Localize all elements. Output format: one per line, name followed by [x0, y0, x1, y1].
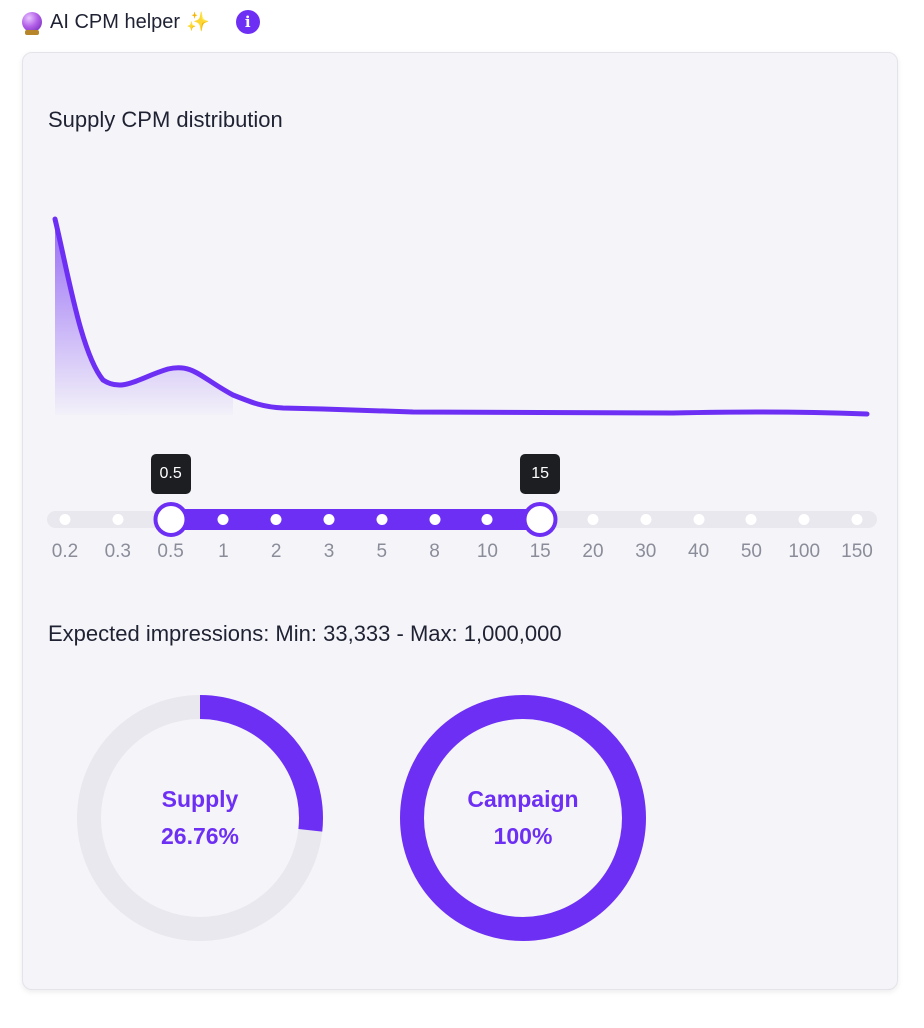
header: AI CPM helper ✨ i	[22, 8, 260, 36]
campaign-percent: 100%	[493, 823, 553, 849]
slider-step-dot[interactable]	[429, 514, 441, 525]
supply-donut-ring	[77, 695, 323, 941]
slider-step-dot[interactable]	[587, 514, 599, 525]
slider-tick-label: 30	[635, 541, 657, 562]
slider-tick-label: 0.3	[104, 541, 132, 562]
slider-step-dot[interactable]	[745, 514, 757, 525]
expected-impressions: Expected impressions: Min: 33,333 - Max:…	[48, 621, 562, 646]
info-icon[interactable]: i	[235, 10, 260, 34]
slider-step-dot[interactable]	[693, 514, 705, 525]
distribution-line	[52, 216, 870, 417]
slider-tick-label: 20	[582, 541, 604, 562]
slider-tick-label: 150	[841, 541, 873, 562]
distribution-title: Supply CPM distribution	[48, 107, 283, 132]
app-title: AI CPM helper	[50, 10, 181, 33]
supply-name: Supply	[161, 786, 239, 812]
supply-percent: 26.76%	[160, 823, 239, 849]
slider-step-dot[interactable]	[217, 514, 229, 525]
slider-tick-label: 40	[688, 541, 710, 562]
slider-step-dot[interactable]	[481, 514, 493, 525]
slider-tick-label: 0.2	[51, 541, 79, 562]
max-cpm-tooltip: 15	[520, 454, 561, 494]
slider-tick-label: 15	[529, 541, 551, 562]
slider-tick-label: 0.5	[157, 541, 184, 562]
max-cpm-handle[interactable]	[522, 502, 558, 537]
slider-tick-label: 8	[429, 541, 440, 562]
slider-tick-label: 10	[476, 541, 498, 562]
campaign-donut-label: Campaign 100%	[398, 693, 648, 943]
slider-step-dot[interactable]	[640, 514, 652, 525]
distribution-chart	[52, 216, 870, 417]
cpm-helper-card: Supply CPM distribution 0.2 0.3 0.5 1 2 3 5 8 10…	[22, 52, 898, 990]
supply-donut-label: Supply 26.76%	[75, 693, 325, 943]
slider-tick-label: 5	[376, 541, 388, 562]
min-cpm-tooltip: 0.5	[150, 454, 191, 494]
campaign-donut: Campaign 100%	[398, 693, 648, 943]
supply-donut: Supply 26.76%	[75, 693, 325, 943]
min-cpm-handle[interactable]	[153, 502, 189, 537]
cpm-range-slider[interactable]: 0.2 0.3 0.5 1 2 3 5 8 10 15 20 30 40 50 100 150 0.5 15	[47, 451, 877, 562]
slider-tick-label: 1	[218, 541, 229, 562]
campaign-donut-ring	[400, 695, 646, 941]
slider-tick-label: 50	[740, 541, 762, 562]
slider-selected-range	[170, 509, 541, 530]
sparkle-icon: ✨	[186, 12, 210, 33]
distribution-area-left	[55, 219, 233, 415]
slider-step-dot[interactable]	[323, 514, 335, 525]
slider-step-dot[interactable]	[798, 514, 810, 525]
slider-tick-label: 3	[323, 541, 335, 562]
slider-step-dot[interactable]	[851, 514, 863, 525]
slider-step-dot[interactable]	[376, 514, 388, 525]
campaign-name: Campaign	[467, 786, 579, 812]
slider-tick-label: 2	[270, 541, 282, 562]
slider-step-dot[interactable]	[59, 514, 71, 525]
crystal-ball-icon	[22, 12, 42, 35]
slider-step-dot[interactable]	[270, 514, 282, 525]
slider-step-dot[interactable]	[112, 514, 124, 525]
slider-tick-label: 100	[788, 541, 821, 562]
